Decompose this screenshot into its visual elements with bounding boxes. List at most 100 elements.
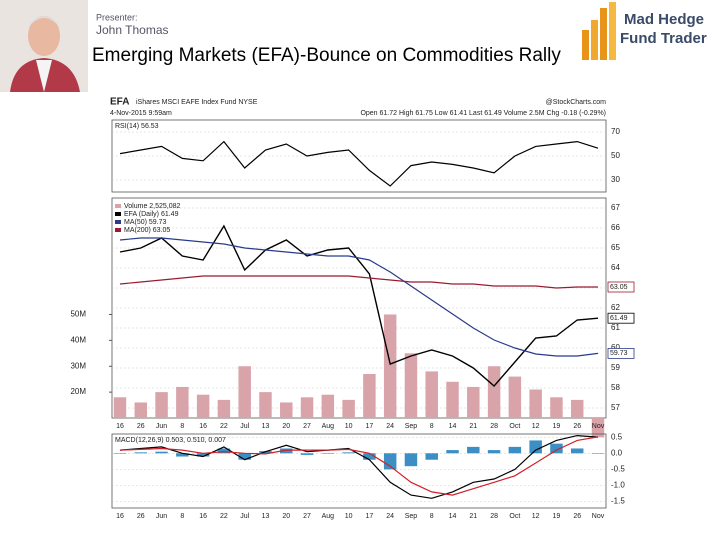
series-line <box>119 224 599 387</box>
x-tick-label: 10 <box>345 513 353 520</box>
panel-frame <box>111 197 607 419</box>
bar <box>508 376 522 418</box>
legend-swatch <box>115 228 121 232</box>
end-label-box <box>607 312 635 324</box>
bar <box>425 371 438 418</box>
x-tick-label: 24 <box>386 513 394 520</box>
y-tick-label: 61 <box>611 323 620 332</box>
bar <box>280 448 293 454</box>
x-tick-label: 20 <box>282 513 290 520</box>
end-label-box <box>607 347 635 359</box>
x-tick-label: Oct <box>509 513 520 520</box>
y-tick-label: -1.0 <box>611 481 625 490</box>
y-tick-label: 65 <box>611 243 620 252</box>
series-line <box>119 436 599 496</box>
x-tick-label: 26 <box>137 423 145 430</box>
logo-mark <box>582 2 616 60</box>
x-tick-label: 27 <box>303 513 311 520</box>
bar <box>155 392 168 418</box>
bar <box>321 394 335 418</box>
x-tick-label: Sep <box>405 423 418 430</box>
x-tick-label: Jun <box>156 513 167 520</box>
bar <box>446 381 459 418</box>
bar <box>550 397 563 418</box>
bar <box>113 397 127 418</box>
x-tick-label: 19 <box>553 423 561 430</box>
legend-swatch <box>115 220 121 224</box>
y-tick-label: 50 <box>611 151 620 160</box>
panel-frame <box>111 433 607 509</box>
bar <box>342 452 355 454</box>
y2-tick-label: 50M <box>70 310 86 319</box>
x-tick-label: Oct <box>509 423 520 430</box>
end-label: 61.49 <box>610 315 628 322</box>
x-tick-label: Jun <box>156 423 167 430</box>
bar <box>176 453 189 457</box>
x-tick-label: 26 <box>573 513 581 520</box>
x-tick-label: 8 <box>430 513 434 520</box>
bar <box>383 314 397 418</box>
y-tick-label: 30 <box>611 175 620 184</box>
y-tick-label: 67 <box>611 203 620 212</box>
x-tick-label: 8 <box>180 513 184 520</box>
x-tick-label: 26 <box>573 423 581 430</box>
bar <box>134 402 148 418</box>
bar <box>404 453 418 467</box>
bar <box>529 440 542 454</box>
bar <box>446 450 459 454</box>
x-tick-label: 12 <box>532 513 540 520</box>
x-tick-label: 14 <box>449 423 457 430</box>
series-line <box>119 237 599 357</box>
logo-text: Fund Trader <box>620 30 707 47</box>
legend-swatch <box>115 212 121 216</box>
bar <box>176 386 189 418</box>
x-tick-label: Jul <box>240 513 249 520</box>
x-tick-label: 17 <box>365 513 373 520</box>
x-tick-label: 17 <box>365 423 373 430</box>
y2-tick-label: 30M <box>70 361 86 370</box>
bar <box>425 453 438 460</box>
bar <box>383 453 397 470</box>
bar <box>363 374 376 418</box>
bar <box>363 453 376 460</box>
x-tick-label: 12 <box>532 423 540 430</box>
legend-swatch <box>115 204 121 208</box>
description: iShares MSCI EAFE Index Fund NYSE <box>136 99 258 106</box>
x-tick-label: 27 <box>303 423 311 430</box>
y-tick-label: 58 <box>611 383 620 392</box>
y-tick-label: 59 <box>611 363 620 372</box>
timestamp: 4-Nov-2015 9:59am <box>110 110 172 117</box>
y-tick-label: 0.0 <box>611 448 623 457</box>
bar <box>342 399 355 418</box>
x-tick-label: 21 <box>469 513 477 520</box>
y-tick-label: 0.5 <box>611 432 623 441</box>
y-tick-label: 60 <box>611 343 620 352</box>
x-tick-label: Sep <box>405 513 418 520</box>
logo-text: Mad Hedge <box>624 11 704 28</box>
bar <box>113 453 127 454</box>
x-tick-label: 22 <box>220 423 228 430</box>
x-tick-label: 13 <box>262 423 270 430</box>
bar <box>591 418 605 438</box>
x-tick-label: 13 <box>262 513 270 520</box>
bar <box>196 453 210 457</box>
x-tick-label: 8 <box>180 423 184 430</box>
x-tick-label: 10 <box>345 423 353 430</box>
bar <box>321 453 335 454</box>
x-tick-label: 16 <box>116 423 124 430</box>
bar <box>529 389 542 418</box>
bar <box>570 399 584 418</box>
bar <box>300 397 314 418</box>
symbol: EFA <box>110 97 129 108</box>
bar <box>404 353 418 418</box>
bar <box>467 446 480 454</box>
x-tick-label: 16 <box>116 513 124 520</box>
quote: Open 61.72 High 61.75 Low 61.41 Last 61.… <box>360 110 606 117</box>
x-tick-label: 26 <box>137 513 145 520</box>
x-tick-label: 14 <box>449 513 457 520</box>
x-tick-label: 21 <box>469 423 477 430</box>
presenter-name: John Thomas <box>96 23 169 37</box>
x-tick-label: 22 <box>220 513 228 520</box>
y2-tick-label: 40M <box>70 335 86 344</box>
bar <box>238 366 251 418</box>
